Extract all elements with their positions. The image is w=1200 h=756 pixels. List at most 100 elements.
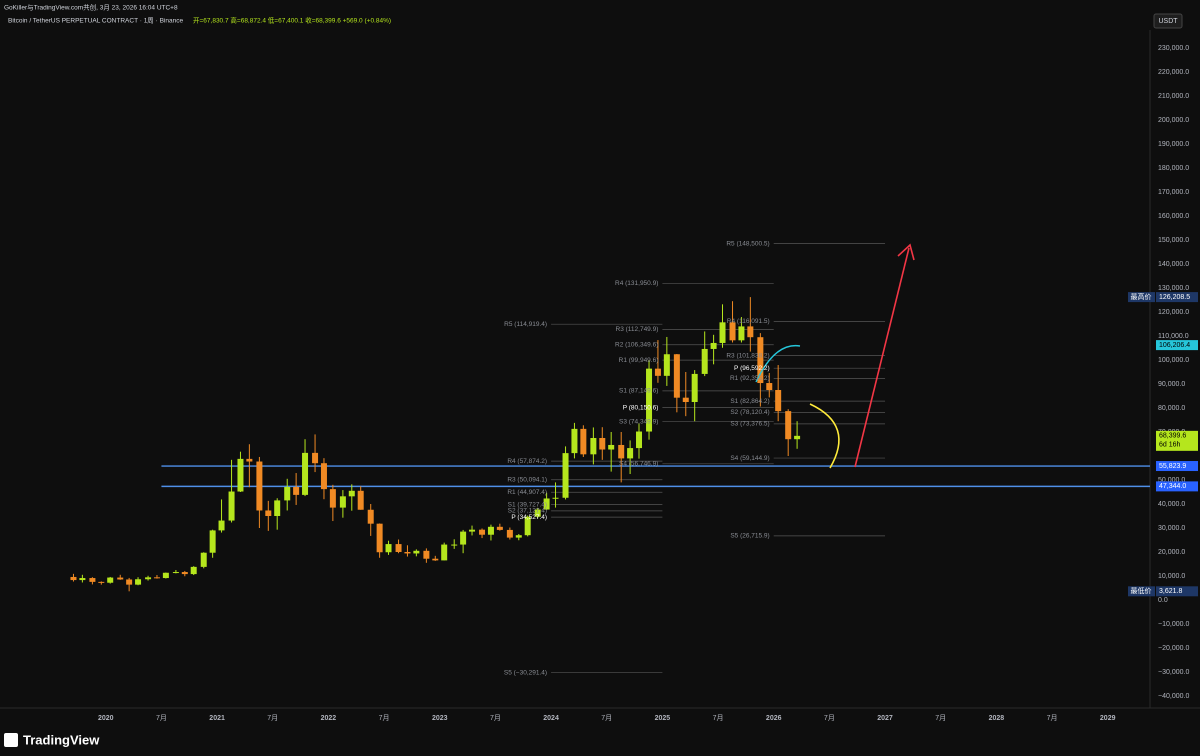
x-tick-label: 7月: [713, 714, 724, 722]
y-tick-label: 10,000.0: [1158, 573, 1185, 580]
candle-body: [348, 490, 355, 497]
candle-body: [302, 452, 309, 495]
candle-body: [237, 458, 244, 492]
pivot-label: P (34,527.4): [511, 514, 547, 521]
y-tick-label: 90,000.0: [1158, 381, 1185, 388]
pivot-label: S4 (59,144.9): [730, 455, 769, 462]
candle-body: [654, 368, 661, 376]
plot: [70, 243, 1150, 674]
pivot-label: P (96,592.2): [734, 365, 770, 372]
pivot-label: R5 (114,919.4): [504, 321, 547, 328]
pivot-label: S1 (87,149.6): [619, 388, 658, 395]
candle-body: [329, 489, 336, 508]
pivot-label: R3 (50,094.1): [507, 476, 547, 483]
candle-body: [785, 411, 792, 440]
x-tick-label: 7月: [379, 714, 390, 722]
x-tick-label: 2026: [766, 715, 782, 722]
candle-body: [747, 326, 754, 338]
price-badge: [1156, 292, 1198, 303]
candle-body: [70, 576, 77, 581]
candle-body: [135, 579, 142, 585]
curve: [809, 403, 840, 469]
arrow-head: [897, 243, 915, 261]
price-badge: [1156, 586, 1198, 597]
currency[interactable]: USDT: [1158, 18, 1178, 25]
candle-body: [673, 354, 680, 398]
y-tick-label: −20,000.0: [1158, 645, 1189, 652]
y-tick-label: 80,000.0: [1158, 405, 1185, 412]
y-tick-label: 30,000.0: [1158, 525, 1185, 532]
price-badge-label: 47,344.0: [1159, 483, 1186, 490]
candle-body: [79, 578, 86, 581]
candle-body: [636, 431, 643, 449]
candle-body: [357, 490, 364, 510]
x-tick-label: 2022: [321, 715, 337, 722]
x-tick-label: 2021: [209, 715, 225, 722]
y-tick-label: 120,000.0: [1158, 309, 1189, 316]
y-tick-label: −30,000.0: [1158, 669, 1189, 676]
candle-body: [766, 383, 773, 390]
x-tick-label: 2020: [98, 715, 114, 722]
pivot-label: S4 (56,746.9): [619, 461, 658, 468]
y-tick-label: 40,000.0: [1158, 501, 1185, 508]
pivot-label: R3 (112,749.9): [616, 326, 659, 333]
pivot-label: S2 (78,120.4): [730, 409, 769, 416]
candle-body: [794, 435, 801, 440]
countdown: 6d 16h: [1159, 442, 1181, 449]
author-line: GoKiller与TradingView.com共创, 3月 23, 2026 …: [4, 3, 178, 12]
candle-body: [145, 577, 152, 580]
candle-body: [506, 529, 513, 538]
candle-body: [376, 523, 383, 553]
y-tick-label: 150,000.0: [1158, 237, 1189, 244]
candle-body: [691, 373, 698, 402]
price-badge-name: 最高价: [1131, 292, 1152, 301]
candle-body: [312, 452, 319, 464]
candle-body: [738, 326, 745, 341]
y-tick-label: 210,000.0: [1158, 93, 1189, 100]
price-badge-label: 126,208.5: [1159, 294, 1190, 301]
candle-body: [441, 544, 448, 561]
candle-body: [646, 368, 653, 432]
candle-body: [339, 496, 346, 508]
candle-body: [228, 491, 235, 521]
x-tick-label: 7月: [490, 714, 501, 722]
candle-body: [775, 390, 782, 412]
pivot-label: P (80,150.6): [623, 404, 659, 411]
candle-body: [218, 520, 225, 531]
x-tick-label: 7月: [1047, 714, 1058, 722]
pivot-label: R4 (131,950.9): [615, 280, 658, 287]
x-tick-label: 2029: [1100, 715, 1116, 722]
price-badge: [1156, 461, 1198, 472]
candle-body: [608, 444, 615, 450]
price-badge: [1156, 340, 1198, 351]
y-tick-label: 130,000.0: [1158, 285, 1189, 292]
candle-body: [552, 497, 559, 499]
candle-body: [487, 526, 494, 535]
x-tick-label: 7月: [935, 714, 946, 722]
currency-box[interactable]: [1153, 13, 1183, 29]
candle-body: [663, 354, 670, 376]
candle-body: [190, 566, 197, 575]
ohlc: 开=67,830.7 高=68,872.4 低=67,400.1 收=68,39…: [193, 16, 391, 25]
pivot-label: R4 (116,091.5): [727, 318, 770, 325]
arrow: [854, 247, 910, 468]
pivot-label: S5 (−30,291.4): [504, 669, 547, 676]
candle-body: [451, 544, 458, 546]
pivot-label: S3 (73,376.5): [730, 421, 769, 428]
price-badge-name: 最低价: [1131, 586, 1152, 595]
x-tick-label: 7月: [824, 714, 835, 722]
x-tick-label: 2025: [655, 715, 671, 722]
pivot-label: R1 (92,355.2): [730, 375, 770, 382]
pivot-label: R1 (44,907.4): [507, 489, 547, 496]
y-tick-label: −40,000.0: [1158, 693, 1189, 700]
candle-body: [395, 544, 402, 552]
logo: TradingView: [23, 732, 100, 747]
candle-body: [524, 516, 531, 536]
candle-body: [200, 552, 207, 567]
price-badge-label: 3,621.8: [1159, 588, 1182, 595]
candle-body: [413, 550, 420, 554]
candle-body: [320, 463, 327, 490]
x-tick-label: 2024: [543, 715, 559, 722]
x-tick-label: 7月: [267, 714, 278, 722]
